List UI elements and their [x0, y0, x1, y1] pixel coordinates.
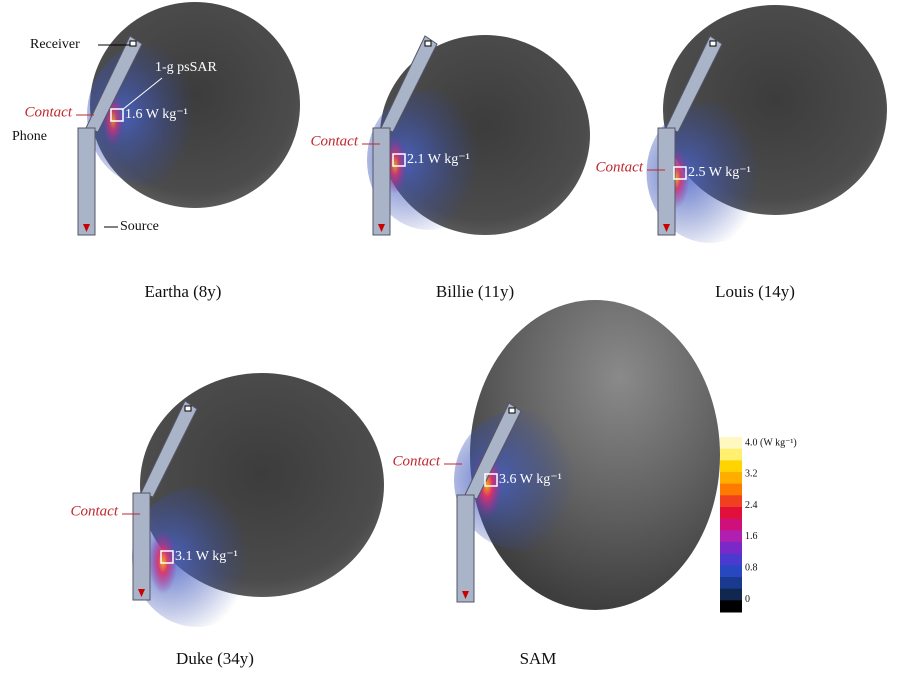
receiver-label: Receiver: [30, 37, 80, 52]
panel-caption: Louis (14y): [715, 282, 795, 301]
figure: 4.0 (W kg⁻¹) 3.2 2.4 1.6 0.8 0 1.6 W kg⁻¹ Cont…: [0, 0, 901, 675]
colorbar-step: [720, 600, 742, 612]
colorbar-step: [720, 495, 742, 507]
colorbar-step: [720, 472, 742, 484]
phone-lower: [658, 128, 675, 235]
receiver-marker: [425, 41, 431, 46]
colorbar-step: [720, 449, 742, 461]
panel-caption: SAM: [520, 649, 557, 668]
contact-label: Contact: [311, 133, 359, 149]
colorbar-label: 2.4: [745, 500, 758, 511]
pssar-value: 2.5 W kg⁻¹: [688, 165, 751, 180]
phone-lower: [133, 493, 150, 600]
panel-caption: Eartha (8y): [145, 282, 222, 301]
colorbar-step: [720, 554, 742, 566]
colorbar-step: [720, 565, 742, 577]
pssar-label: 1-g psSAR: [155, 60, 218, 75]
phone-label: Phone: [12, 129, 47, 144]
colorbar-label: 1.6: [745, 531, 758, 542]
colorbar-step: [720, 530, 742, 542]
colorbar-label: 0.8: [745, 562, 758, 573]
colorbar-step: [720, 437, 742, 449]
contact-label: Contact: [596, 159, 644, 175]
colorbar-step: [720, 542, 742, 554]
source-label: Source: [120, 219, 159, 234]
receiver-marker: [509, 408, 515, 413]
colorbar-label: 4.0 (W kg⁻¹): [745, 437, 797, 448]
receiver-marker: [185, 406, 191, 411]
colorbar-step: [720, 460, 742, 472]
receiver-marker: [710, 41, 716, 46]
colorbar-step: [720, 589, 742, 601]
pssar-value: 1.6 W kg⁻¹: [125, 107, 188, 122]
phone-lower: [457, 495, 474, 602]
contact-label: Contact: [25, 104, 73, 120]
panel-caption: Duke (34y): [176, 649, 254, 668]
phone-lower: [78, 128, 95, 235]
colorbar-label: 0: [745, 594, 750, 605]
contact-label: Contact: [71, 503, 119, 519]
colorbar-step: [720, 484, 742, 496]
pssar-value: 3.6 W kg⁻¹: [499, 472, 562, 487]
colorbar-label: 3.2: [745, 469, 758, 480]
colorbar-step: [720, 577, 742, 589]
pssar-value: 3.1 W kg⁻¹: [175, 549, 238, 564]
panel-caption: Billie (11y): [436, 282, 514, 301]
contact-label: Contact: [393, 453, 441, 469]
receiver-marker: [130, 41, 136, 46]
colorbar: 4.0 (W kg⁻¹) 3.2 2.4 1.6 0.8 0: [720, 437, 797, 613]
colorbar-step: [720, 519, 742, 531]
pssar-value: 2.1 W kg⁻¹: [407, 152, 470, 167]
colorbar-step: [720, 507, 742, 519]
